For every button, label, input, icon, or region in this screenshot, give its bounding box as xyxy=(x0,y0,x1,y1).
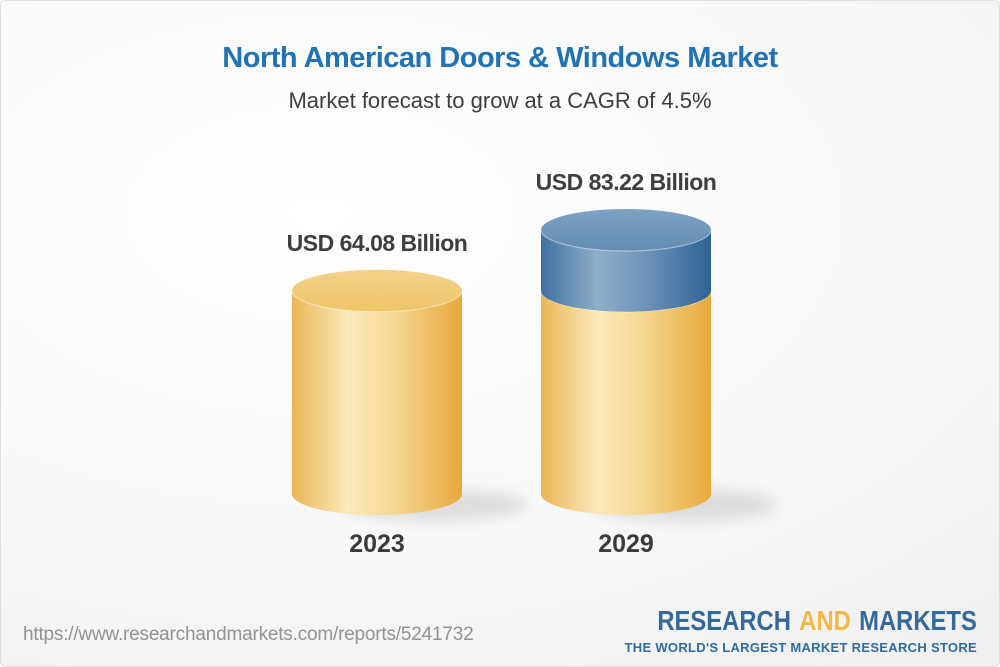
source-url-link[interactable]: https://www.researchandmarkets.com/repor… xyxy=(23,624,474,645)
chart-subtitle: Market forecast to grow at a CAGR of 4.5… xyxy=(288,88,712,113)
category-label-2023: 2023 xyxy=(349,530,405,558)
chart-title: North American Doors & Windows Market xyxy=(222,42,778,74)
logo-tagline: THE WORLD'S LARGEST MARKET RESEARCH STOR… xyxy=(624,640,977,655)
category-label-2029: 2029 xyxy=(598,530,654,558)
value-label-2023: USD 64.08 Billion xyxy=(286,229,468,256)
logo-word-and: AND xyxy=(799,605,852,636)
logo-word-research: RESEARCH xyxy=(657,605,792,636)
logo-word-markets: MARKETS xyxy=(859,605,977,636)
researchandmarkets-logo: RESEARCH AND MARKETS THE WORLD'S LARGEST… xyxy=(601,605,977,655)
logo-wordmark: RESEARCH AND MARKETS xyxy=(658,605,977,637)
value-label-2029: USD 83.22 Billion xyxy=(535,169,717,195)
